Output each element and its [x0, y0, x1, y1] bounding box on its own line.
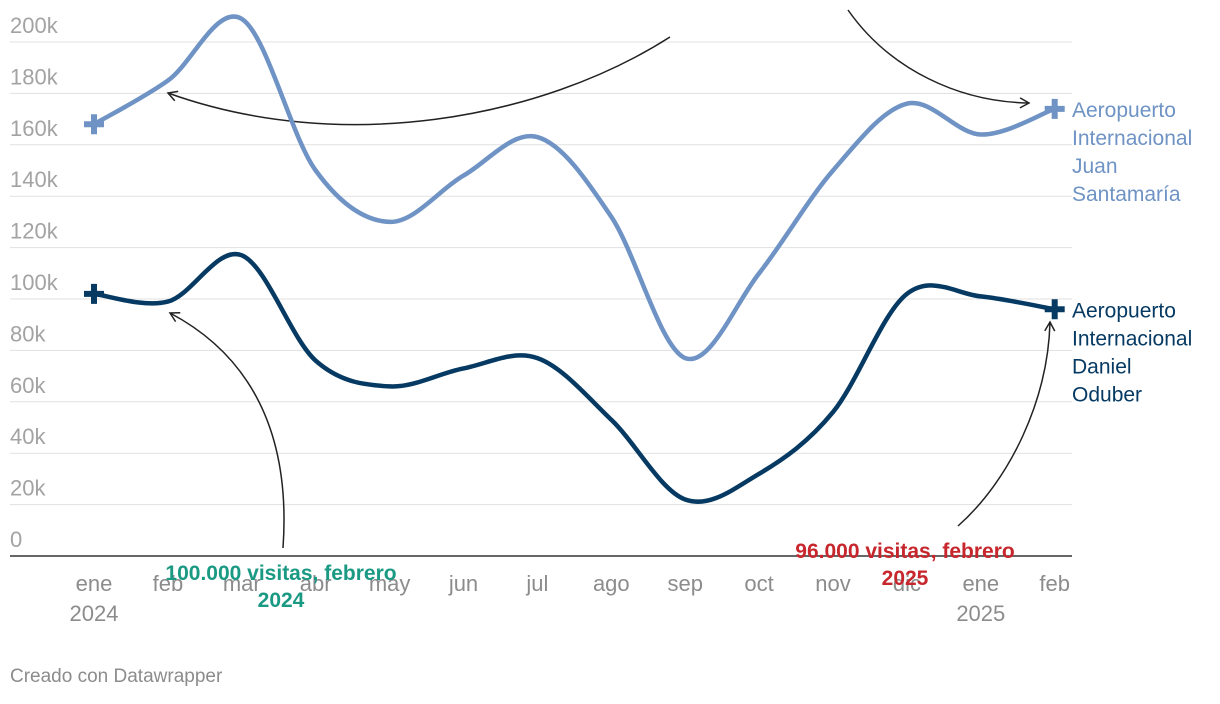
x-tick-label: feb: [153, 571, 184, 596]
endpoint-marker: [1044, 299, 1065, 320]
juan-2025-arrow: [847, 9, 1031, 109]
y-tick-label: 160k: [10, 116, 59, 141]
x-tick-label: oct: [744, 571, 773, 596]
y-tick-label: 60k: [10, 373, 46, 398]
series-label: Juan: [1072, 155, 1118, 178]
y-tick-label: 0: [10, 527, 22, 552]
annotation-text: 2024: [258, 589, 305, 612]
annotation-text: 2025: [882, 567, 929, 590]
series-label: Internacional: [1072, 327, 1192, 350]
y-tick-label: 40k: [10, 424, 46, 449]
y-tick-label: 120k: [10, 219, 59, 244]
x-tick-label: ago: [593, 571, 630, 596]
series-label: Internacional: [1072, 127, 1192, 150]
gridlines: [10, 41, 1072, 506]
annotations: 100.000 visitas, febrero 2024 96.000 visit…: [165, 540, 1014, 612]
series-labels: Aeropuerto Internacional Juan Santamaría Aer…: [1072, 99, 1192, 406]
credit-text: Creado con Datawrapper: [10, 666, 223, 687]
x-axis: ene 2024 feb mar abr may jun jul ago sep oct nov dic…: [70, 571, 1070, 626]
y-tick-label: 180k: [10, 64, 59, 89]
series-label: Santamaría: [1072, 183, 1181, 206]
x-tick-label: 2025: [956, 601, 1005, 626]
series-label: Daniel: [1072, 355, 1132, 378]
x-tick-label: nov: [815, 571, 850, 596]
y-tick-label: 80k: [10, 321, 46, 346]
endpoint-marker: [84, 114, 104, 135]
oduber-2025-arrow: [957, 320, 1056, 527]
series-line-1: [91, 251, 1057, 504]
series-label: Aeropuerto: [1072, 299, 1176, 322]
x-tick-label: jul: [525, 571, 548, 596]
endpoint-marker: [1044, 98, 1065, 119]
series-lines: [84, 14, 1065, 504]
x-tick-label: jun: [448, 571, 478, 596]
y-tick-label: 140k: [10, 167, 59, 192]
series-label: Aeropuerto: [1072, 99, 1176, 122]
x-tick-label: may: [369, 571, 411, 596]
x-tick-label: mar: [223, 571, 261, 596]
oduber-2024-arrow: [168, 312, 285, 549]
annotation-text: 100.000 visitas, febrero: [165, 562, 396, 585]
x-tick-label: 2024: [70, 601, 119, 626]
x-tick-label: sep: [667, 571, 702, 596]
annotation-text: 96.000 visitas, febrero: [795, 540, 1014, 563]
x-tick-label: ene: [76, 571, 113, 596]
x-tick-label: feb: [1039, 571, 1070, 596]
x-tick-label: ene: [962, 571, 999, 596]
x-tick-label: abr: [300, 571, 332, 596]
juan-2024-arrow: [166, 36, 671, 126]
y-axis: 0 20k 40k 60k 80k 100k 120k 140k 160k 180k 200k: [10, 13, 59, 552]
annotation-arrows: [166, 9, 1056, 549]
y-tick-label: 100k: [10, 270, 59, 295]
series-label: Oduber: [1072, 383, 1142, 406]
series-line-0: [91, 14, 1057, 362]
y-tick-label: 200k: [10, 13, 59, 38]
x-tick-label: dic: [893, 571, 921, 596]
endpoint-marker: [84, 283, 104, 304]
y-tick-label: 20k: [10, 476, 46, 501]
